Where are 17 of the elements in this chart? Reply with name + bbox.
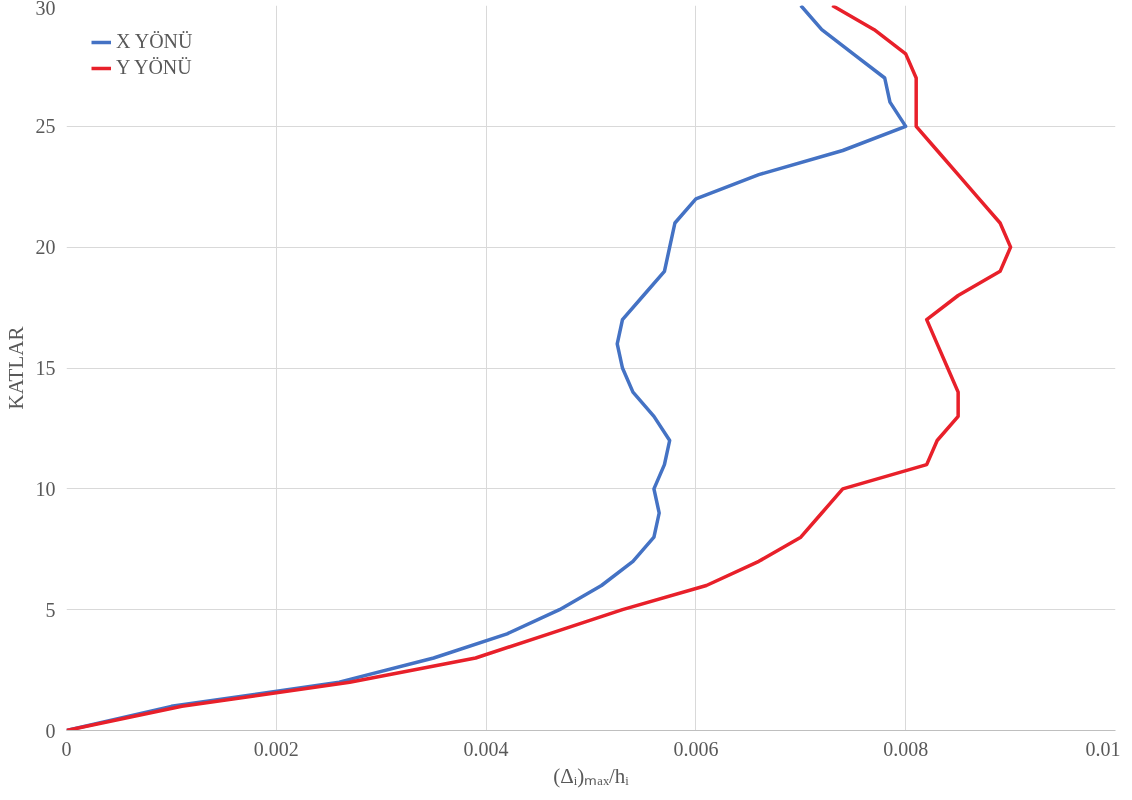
x-tick-label: 0.006 <box>673 737 719 760</box>
x-tick-label: 0.002 <box>253 737 299 760</box>
y-tick-label: 0 <box>45 719 56 742</box>
x-tick-label: 0.004 <box>463 737 509 760</box>
x-tick-label: 0.008 <box>883 737 929 760</box>
y-tick-label: 20 <box>35 236 56 259</box>
y-axis-title: KATLAR <box>3 326 28 410</box>
legend-label: Y YÖNÜ <box>116 56 192 79</box>
x-tick-label: 0.01 <box>1085 737 1121 760</box>
x-tick-label: 0 <box>61 737 72 760</box>
y-tick-label: 25 <box>35 115 56 138</box>
x-axis-title: (Δᵢ)ₘₐₓ/hᵢ <box>553 763 630 788</box>
legend-label: X YÖNÜ <box>116 30 193 53</box>
y-tick-label: 30 <box>35 0 56 19</box>
y-tick-label: 10 <box>35 477 56 500</box>
y-tick-label: 15 <box>35 357 56 379</box>
y-tick-label: 5 <box>45 598 56 621</box>
